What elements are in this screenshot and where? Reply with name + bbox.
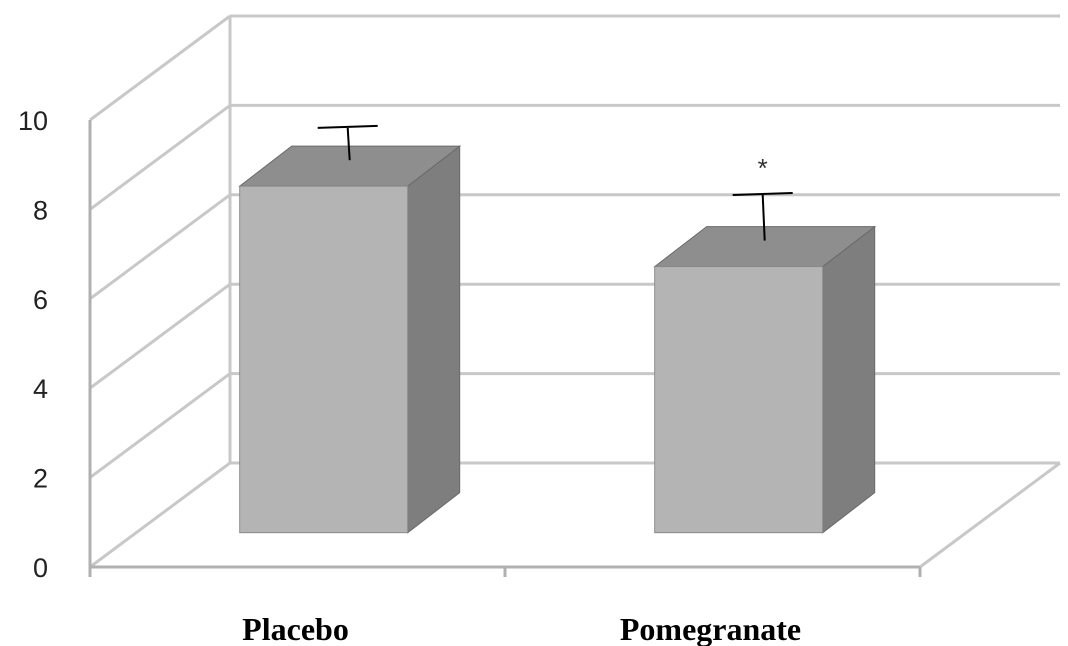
gridline-diagonal xyxy=(90,105,230,209)
y-tick-label: 6 xyxy=(33,285,48,315)
bar-side xyxy=(408,146,460,533)
bar xyxy=(240,186,408,533)
y-tick-label: 10 xyxy=(18,106,48,136)
error-bar-cap xyxy=(318,126,378,128)
gridline-diagonal xyxy=(90,374,230,478)
y-tick-label: 4 xyxy=(33,374,48,404)
bars xyxy=(240,126,875,533)
bar-side xyxy=(823,227,875,533)
y-tick-label: 2 xyxy=(33,464,48,494)
x-tick-label: Pomegranate xyxy=(620,611,801,646)
y-tick-label: 8 xyxy=(33,195,48,225)
gridline-diagonal xyxy=(90,16,230,120)
bar xyxy=(655,267,823,533)
grid xyxy=(90,16,1060,567)
gridline-diagonal xyxy=(90,195,230,299)
floor-edge xyxy=(920,463,1060,567)
x-tick-label: Placebo xyxy=(242,611,349,646)
gridline-diagonal xyxy=(90,284,230,388)
y-tick-label: 0 xyxy=(33,553,48,583)
significance-marker: * xyxy=(758,153,768,183)
gridline-diagonal xyxy=(90,463,230,567)
